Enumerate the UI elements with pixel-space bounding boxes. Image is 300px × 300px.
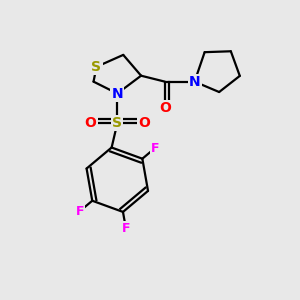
Text: O: O [138, 116, 150, 130]
Text: N: N [112, 86, 123, 100]
Text: S: S [112, 116, 122, 130]
Text: F: F [76, 205, 84, 218]
Text: F: F [151, 142, 159, 155]
Text: S: S [92, 60, 101, 74]
Text: N: N [189, 75, 200, 88]
Text: O: O [159, 101, 171, 116]
Text: O: O [85, 116, 97, 130]
Text: F: F [122, 221, 130, 235]
